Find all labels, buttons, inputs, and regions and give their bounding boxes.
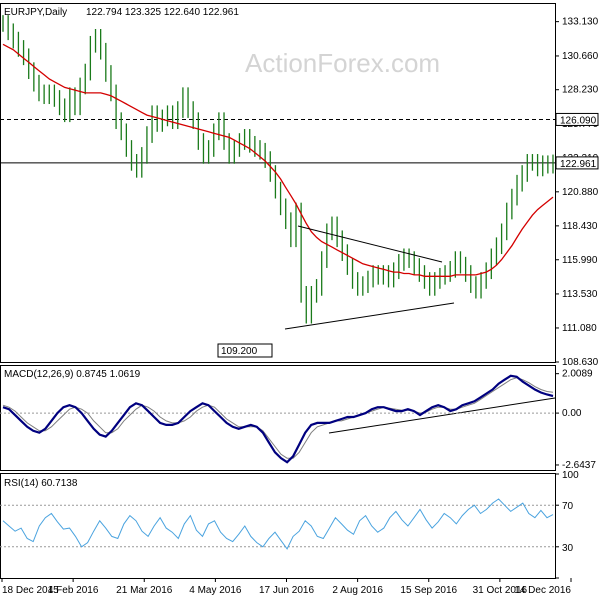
macd-tick-label: 0.00 [562, 408, 582, 419]
price-tick-label: 128.230 [562, 85, 599, 96]
time-tick-label: 4 May 2016 [189, 585, 242, 596]
price-tick-label: 113.530 [562, 289, 598, 300]
macd-tick-label: 2.0089 [562, 369, 593, 380]
macd-title: MACD(12,26,9) 0.8745 1.0619 [4, 369, 141, 380]
rsi-tick-label: 30 [562, 543, 574, 554]
rsi-title: RSI(14) 60.7138 [4, 478, 78, 489]
price-tick-label: 133.130 [562, 17, 599, 28]
price-levels: 126.090 122.961 [0, 112, 599, 170]
price-panel-frame [0, 3, 556, 363]
level-label-box [555, 112, 599, 126]
time-tick-label: 21 Mar 2016 [116, 585, 173, 596]
rsi-axis-ticks: 100 70 30 [0, 470, 579, 579]
rsi-lines [2, 498, 554, 550]
macd-lines [2, 374, 554, 464]
price-tick-label: 120.880 [562, 187, 599, 198]
time-tick-label: 4 Feb 2016 [48, 585, 99, 596]
price-tick-label: 115.990 [562, 255, 598, 266]
watermark: ActionForex.com [245, 48, 440, 78]
macd-signal-line [2, 377, 554, 459]
price-tick-label: 108.630 [562, 357, 599, 368]
low-label-text: 109.200 [221, 346, 258, 357]
time-tick-label: 31 Oct 2016 [473, 585, 528, 596]
macd-tick-label: -2.6437 [562, 460, 596, 471]
level-label-box [555, 156, 599, 170]
level-label: 126.090 [560, 115, 597, 126]
moving-average [2, 43, 554, 277]
time-tick-label: 2 Aug 2016 [332, 585, 383, 596]
triangle-upper-line [297, 225, 443, 263]
rsi-panel-frame [0, 473, 556, 579]
price-tick-label: 118.430 [562, 221, 598, 232]
time-tick-label: 18 Dec 2015 [2, 585, 59, 596]
time-tick-label: 15 Sep 2016 [400, 585, 457, 596]
level-label: 122.961 [560, 159, 597, 170]
time-tick-label: 14 Dec 2016 [514, 585, 571, 596]
triangle-lower-line [284, 302, 455, 330]
rsi-tick-label: 70 [562, 501, 574, 512]
macd-panel-frame [0, 365, 556, 471]
rsi-tick-label: 100 [562, 470, 579, 481]
time-tick-label: 17 Jun 2016 [259, 585, 314, 596]
price-axis-ticks: 133.130130.660128.230125.770123.310120.8… [555, 17, 599, 368]
price-tick-label: 130.660 [562, 51, 599, 62]
low-label-box [217, 343, 273, 358]
price-tick-label: 111.080 [562, 323, 597, 334]
triangle-trendlines [284, 225, 556, 434]
macd-axis-ticks: 2.0089 0.00 -2.6437 [0, 369, 596, 471]
macd-trend-line [328, 397, 556, 434]
low-label: 109.200 [217, 343, 273, 358]
price-header-symbol: EURJPY,Daily [4, 7, 67, 18]
price-header-ohlc: 122.794 123.325 122.640 122.961 [86, 7, 239, 18]
macd-line [2, 374, 554, 464]
ma-line [2, 43, 554, 277]
rsi-line [2, 498, 554, 550]
